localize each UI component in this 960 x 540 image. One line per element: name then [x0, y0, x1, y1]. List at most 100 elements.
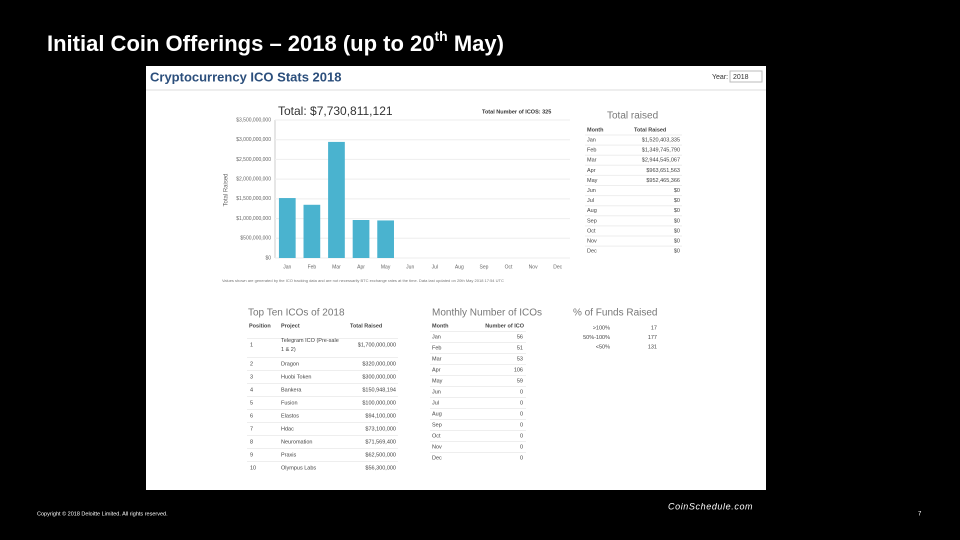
funds-count: 177	[648, 335, 657, 341]
bar	[278, 198, 296, 258]
x-tick-label: May	[381, 264, 391, 270]
month-cell: Jan	[587, 137, 596, 143]
count-cell: 0	[520, 444, 523, 450]
total-cell: $952,465,366	[646, 178, 680, 184]
table-header: Total Raised	[634, 127, 666, 133]
raised-cell: $100,000,000	[362, 400, 396, 406]
table-title: Top Ten ICOs of 2018	[248, 308, 345, 319]
table-title: % of Funds Raised	[573, 308, 658, 319]
raised-cell: $94,100,000	[365, 413, 396, 419]
y-tick-label: $0	[265, 255, 271, 261]
bar	[352, 220, 370, 258]
y-axis-label: Total Raised	[224, 173, 230, 206]
year-select-box[interactable]	[729, 70, 763, 83]
raised-cell: $71,569,400	[365, 439, 396, 445]
count-cell: 53	[517, 356, 523, 362]
title-end: May)	[448, 31, 504, 56]
raised-cell: $73,100,000	[365, 426, 396, 432]
month-cell: Jul	[432, 400, 439, 406]
position-cell: 3	[250, 374, 253, 380]
raised-cell: $150,948,194	[362, 387, 396, 393]
y-tick-label: $3,000,000,000	[236, 137, 271, 143]
position-cell: 7	[250, 426, 253, 432]
position-cell: 9	[250, 452, 253, 458]
total-cell: $0	[674, 249, 680, 255]
total-cell: $963,651,563	[646, 168, 680, 174]
y-tick-label: $500,000,000	[240, 236, 271, 242]
count-cell: 0	[520, 411, 523, 417]
month-cell: May	[587, 178, 598, 184]
project-cell: Huobi Token	[281, 374, 311, 380]
total-cell: $1,349,745,790	[642, 148, 680, 154]
table-header: Project	[281, 323, 300, 329]
position-cell: 6	[250, 413, 253, 419]
screenshot-heading: Cryptocurrency ICO Stats 2018	[150, 69, 341, 84]
y-tick-label: $2,000,000,000	[236, 176, 271, 182]
month-cell: Dec	[432, 455, 442, 461]
month-cell: Jun	[587, 188, 596, 194]
position-cell: 2	[250, 361, 253, 367]
bar	[328, 141, 345, 258]
funds-label: 50%-100%	[583, 335, 610, 341]
count-cell: 0	[520, 400, 523, 406]
x-tick-label: Sep	[480, 264, 489, 270]
chart-title: Total: $7,730,811,121	[278, 104, 393, 118]
month-cell: Mar	[432, 356, 442, 362]
copyright: Copyright © 2018 Deloitte Limited. All r…	[37, 510, 168, 517]
project-cell: Bankera	[281, 387, 302, 393]
project-cell: Dragon	[281, 361, 299, 367]
month-cell: Apr	[587, 168, 596, 174]
x-tick-label: Dec	[553, 264, 562, 270]
funds-count: 17	[651, 325, 657, 331]
total-cell: $0	[674, 188, 680, 194]
page-number: 7	[918, 512, 922, 518]
table-header: Total Raised	[350, 323, 382, 329]
month-cell: May	[432, 378, 443, 384]
month-cell: Jun	[432, 389, 441, 395]
count-cell: 0	[520, 389, 523, 395]
funds-count: 131	[648, 344, 657, 350]
table-header: Number of ICO	[485, 323, 525, 329]
source: CoinSchedule.com	[668, 501, 753, 511]
total-cell: $0	[674, 238, 680, 244]
table-header: Position	[249, 323, 271, 329]
position-cell: 10	[250, 465, 256, 471]
month-cell: Feb	[587, 148, 596, 154]
month-cell: Nov	[432, 444, 442, 450]
total-cell: $1,520,403,335	[642, 137, 680, 143]
x-tick-label: Nov	[529, 264, 538, 270]
raised-cell: $56,300,000	[365, 465, 396, 471]
month-cell: Feb	[432, 345, 441, 351]
y-tick-label: $3,500,000,000	[236, 117, 271, 123]
total-cell: $0	[674, 228, 680, 234]
total-cell: $2,944,545,067	[642, 158, 680, 164]
x-tick-label: Jun	[406, 264, 414, 270]
table-header: Month	[432, 323, 449, 329]
total-cell: $0	[674, 198, 680, 204]
month-cell: Apr	[432, 367, 441, 373]
funds-label: <50%	[596, 344, 610, 350]
raised-cell: $320,000,000	[362, 361, 396, 367]
project-cell: Fusion	[281, 400, 298, 406]
month-cell: Jul	[587, 198, 594, 204]
month-cell: Oct	[432, 433, 441, 439]
count-cell: 59	[517, 378, 523, 384]
month-cell: Jan	[432, 334, 441, 340]
title-sup: th	[435, 28, 448, 44]
x-tick-label: Aug	[455, 264, 464, 270]
table-title: Total raised	[607, 111, 658, 122]
total-cell: $0	[674, 218, 680, 224]
y-tick-label: $1,000,000,000	[236, 216, 271, 222]
year-select[interactable]: 2018	[729, 70, 763, 83]
month-cell: Aug	[432, 411, 442, 417]
y-tick-label: $1,500,000,000	[236, 196, 271, 202]
raised-cell: $300,000,000	[362, 374, 396, 380]
project-cell: 1 & 2)	[281, 347, 296, 353]
x-tick-label: Jul	[432, 264, 438, 270]
year-value[interactable]: 2018	[733, 74, 749, 81]
month-cell: Oct	[587, 228, 596, 234]
count-cell: 106	[514, 367, 523, 373]
count-cell: 0	[520, 455, 523, 461]
